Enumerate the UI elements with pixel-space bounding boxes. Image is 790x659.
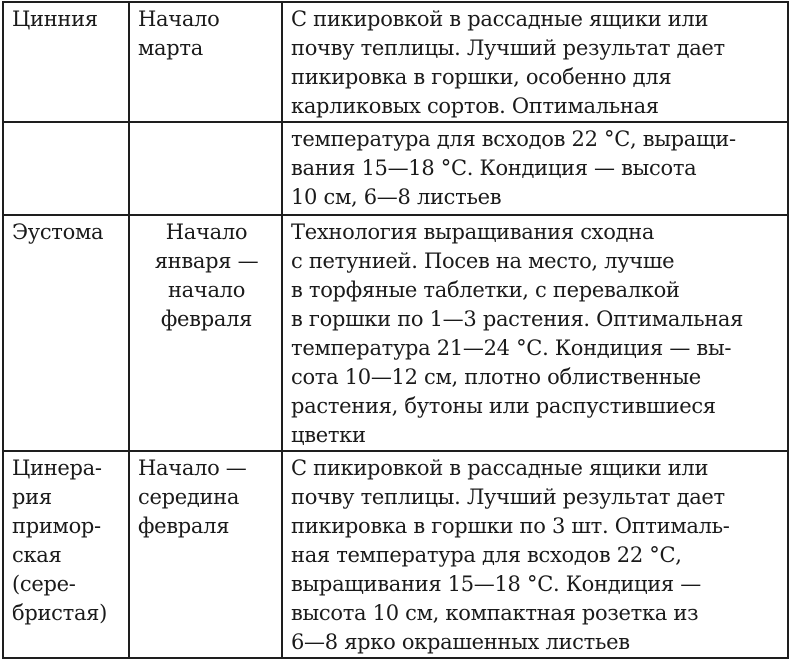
table-row: Цинера- рия примор- ская (сере- бристая)…: [2, 450, 789, 659]
sowing-time-cell: [128, 121, 283, 216]
sowing-time-cell: Начало — середина февраля: [128, 450, 283, 659]
sowing-time-cell: Начало января — начало февраля: [128, 214, 283, 452]
plant-cell: [2, 121, 130, 216]
table-row: Цинния Начало марта С пикировкой в расса…: [2, 1, 789, 123]
notes-cell: С пикировкой в рассадные ящики или почву…: [281, 1, 789, 123]
plant-cell: Эустома: [2, 214, 130, 452]
notes-cell: С пикировкой в рассадные ящики или почву…: [281, 450, 789, 659]
notes-cell: температура для всходов 22 °С, выращи- в…: [281, 121, 789, 216]
sowing-time-cell: Начало марта: [128, 1, 283, 123]
plant-cell: Цинера- рия примор- ская (сере- бристая): [2, 450, 130, 659]
notes-cell: Технология выращивания сходна с петунией…: [281, 214, 789, 452]
table-row: Эустома Начало января — начало февраля Т…: [2, 214, 789, 452]
table-row: температура для всходов 22 °С, выращи- в…: [2, 121, 789, 216]
plant-cell: Цинния: [2, 1, 130, 123]
